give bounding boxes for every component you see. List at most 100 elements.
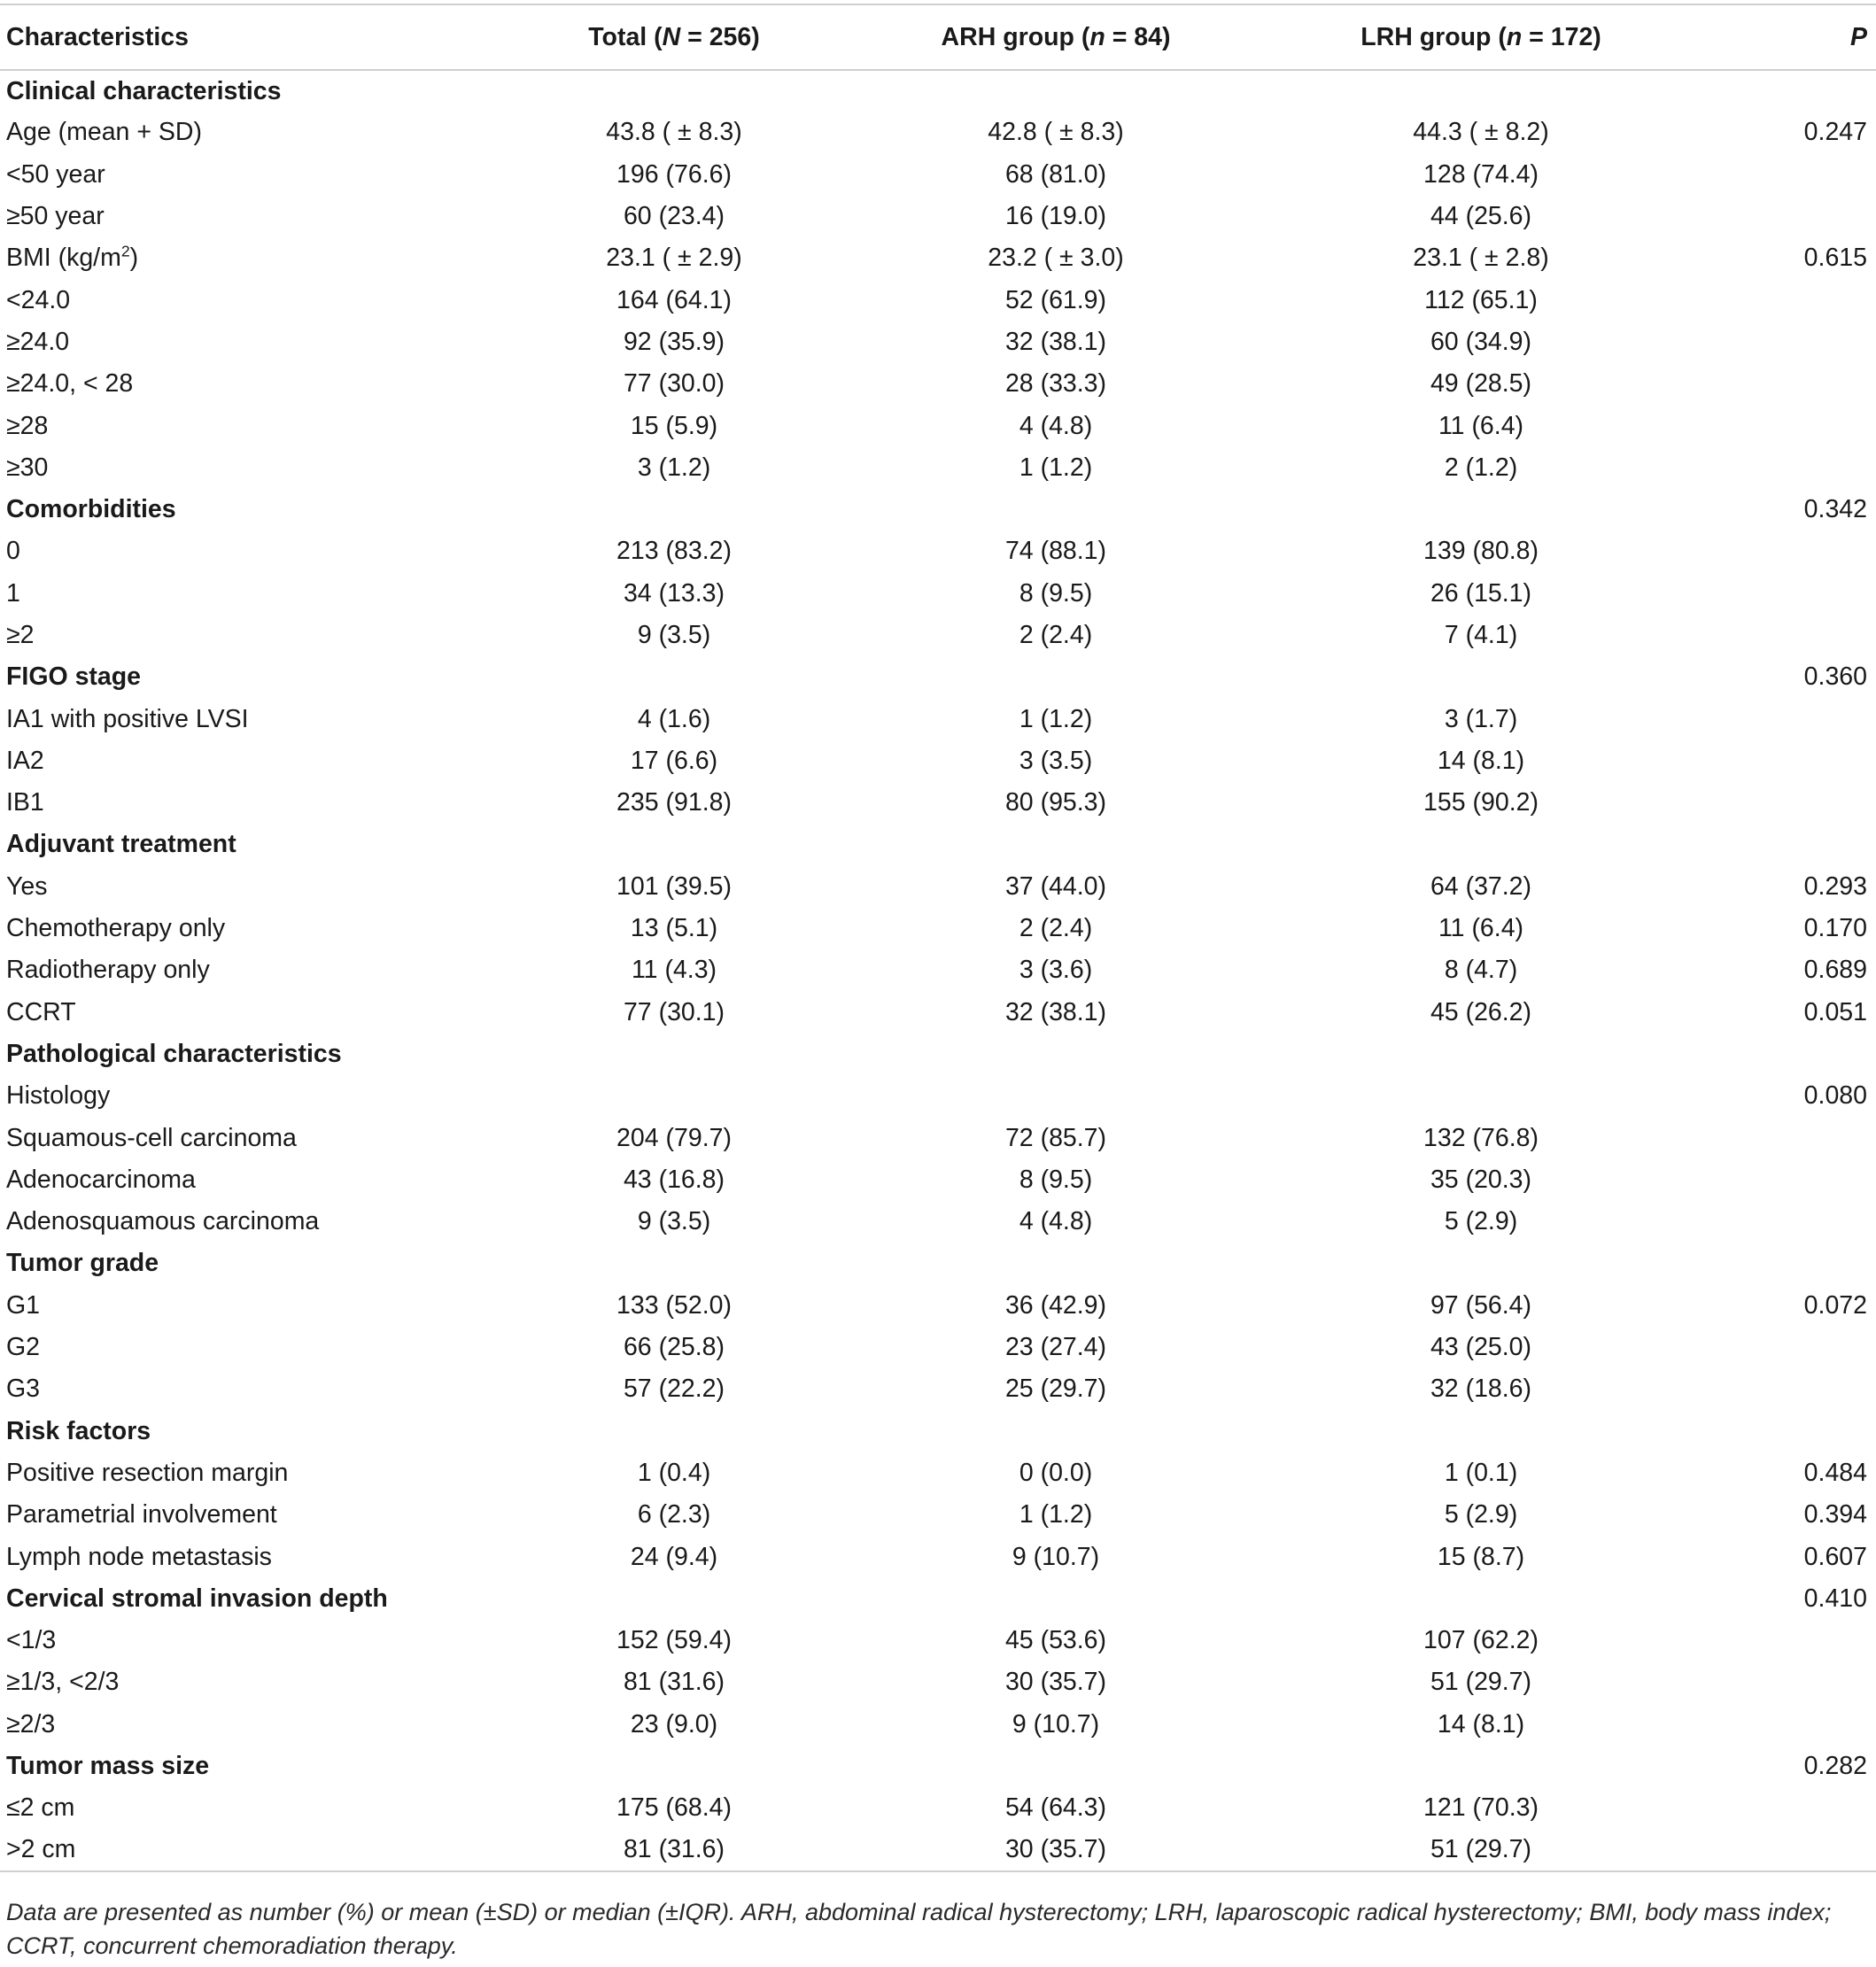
table-body: Clinical characteristics Age (mean + SD) 4… — [0, 70, 1876, 1872]
header-arh-text: ARH group (n = 84) — [941, 22, 1171, 51]
cell-arh: 28 (33.3) — [1004, 369, 1107, 399]
cell-p-value — [1702, 1117, 1876, 1158]
cell-lrh: 26 (15.1) — [1430, 578, 1532, 608]
row-label: <24.0 — [6, 285, 71, 314]
cell-total: 34 (13.3) — [623, 578, 725, 608]
header-total: Total (N = 256) — [496, 4, 852, 71]
cell-lrh: 23.1 ( ± 2.8) — [1413, 244, 1549, 273]
cell-p-value — [1702, 1661, 1876, 1703]
cell-arh: 23.2 ( ± 3.0) — [988, 244, 1124, 273]
table-row: IA2 17 (6.6) 3 (3.5) 14 (8.1) — [0, 740, 1876, 782]
cell-p-value — [1702, 573, 1876, 615]
cell-arh: 45 (53.6) — [1004, 1626, 1107, 1655]
cell-lrh: 45 (26.2) — [1430, 997, 1532, 1026]
cell-total: 23.1 ( ± 2.9) — [606, 244, 742, 273]
row-label: <1/3 — [6, 1626, 57, 1655]
table-row: ≤2 cm 175 (68.4) 54 (64.3) 121 (70.3) — [0, 1787, 1876, 1829]
cell-p-value: 0.282 — [1803, 1752, 1867, 1781]
cell-p-value — [1702, 196, 1876, 237]
section-row: Adjuvant treatment — [0, 824, 1876, 865]
cell-total: 92 (35.9) — [623, 327, 725, 356]
cell-lrh: 97 (56.4) — [1430, 1290, 1532, 1320]
row-label: Comorbidities — [6, 495, 176, 524]
row-label: Adenocarcinoma — [6, 1165, 196, 1194]
cell-arh: 8 (9.5) — [1019, 1165, 1093, 1194]
row-label-superscript: 2 — [120, 242, 130, 260]
section-row: FIGO stage 0.360 — [0, 656, 1876, 698]
cell-lrh: 112 (65.1) — [1424, 285, 1538, 314]
cell-p-value — [1702, 615, 1876, 656]
cell-lrh — [1260, 656, 1702, 698]
cell-total — [496, 1411, 852, 1452]
section-row: Pathological characteristics — [0, 1034, 1876, 1075]
cell-arh: 23 (27.4) — [1004, 1333, 1107, 1362]
table-row: <50 year 196 (76.6) 68 (81.0) 128 (74.4) — [0, 154, 1876, 196]
cell-p-value — [1702, 1368, 1876, 1410]
row-label: ≥28 — [6, 411, 49, 440]
row-label: Squamous-cell carcinoma — [6, 1123, 297, 1152]
cell-arh — [852, 1243, 1260, 1284]
cell-lrh: 107 (62.2) — [1423, 1626, 1539, 1655]
cell-arh: 4 (4.8) — [1019, 1207, 1093, 1236]
cell-total — [496, 1075, 852, 1117]
cell-arh: 25 (29.7) — [1004, 1375, 1107, 1404]
table-row: ≥2/3 23 (9.0) 9 (10.7) 14 (8.1) — [0, 1704, 1876, 1746]
cell-total — [496, 1578, 852, 1620]
cell-arh: 68 (81.0) — [1004, 159, 1107, 189]
row-label: Adenosquamous carcinoma — [6, 1207, 320, 1236]
cell-lrh — [1260, 1411, 1702, 1452]
row-label: CCRT — [6, 997, 76, 1026]
cell-lrh: 43 (25.0) — [1430, 1333, 1532, 1362]
row-label: ≤2 cm — [6, 1793, 75, 1823]
cell-total: 43 (16.8) — [623, 1165, 725, 1194]
cell-lrh: 14 (8.1) — [1437, 1709, 1525, 1739]
cell-p-value — [1702, 279, 1876, 321]
cell-lrh: 15 (8.7) — [1437, 1542, 1525, 1571]
cell-arh: 36 (42.9) — [1004, 1290, 1107, 1320]
cell-total: 152 (59.4) — [616, 1626, 732, 1655]
cell-p-value — [1702, 70, 1876, 112]
cell-lrh: 5 (2.9) — [1444, 1207, 1518, 1236]
cell-p-value: 0.360 — [1803, 662, 1867, 692]
cell-total: 196 (76.6) — [616, 159, 732, 189]
cell-lrh — [1260, 1243, 1702, 1284]
table-row: Parametrial involvement 6 (2.3) 1 (1.2) 5 (… — [0, 1494, 1876, 1536]
section-row: Tumor mass size 0.282 — [0, 1746, 1876, 1787]
header-arh-group: ARH group (n = 84) — [852, 4, 1260, 71]
cell-arh: 2 (2.4) — [1019, 914, 1093, 943]
table-row: Yes 101 (39.5) 37 (44.0) 64 (37.2) 0.293 — [0, 866, 1876, 908]
cell-total: 13 (5.1) — [630, 914, 718, 943]
table-row: ≥24.0 92 (35.9) 32 (38.1) 60 (34.9) — [0, 321, 1876, 363]
cell-total: 60 (23.4) — [623, 202, 725, 231]
cell-arh: 3 (3.6) — [1019, 956, 1093, 985]
table-row: Adenosquamous carcinoma 9 (3.5) 4 (4.8) 5 (… — [0, 1201, 1876, 1243]
cell-total: 43.8 ( ± 8.3) — [606, 118, 742, 147]
row-label: BMI (kg/m2) — [0, 237, 496, 279]
table-row: G2 66 (25.8) 23 (27.4) 43 (25.0) — [0, 1327, 1876, 1368]
cell-p-value — [1702, 824, 1876, 865]
cell-arh: 32 (38.1) — [1004, 997, 1107, 1026]
cell-lrh: 155 (90.2) — [1423, 788, 1539, 817]
cell-lrh — [1260, 70, 1702, 112]
cell-p-value: 0.484 — [1803, 1458, 1867, 1487]
cell-total: 204 (79.7) — [616, 1123, 732, 1152]
section-row: Comorbidities 0.342 — [0, 489, 1876, 530]
characteristics-table: Characteristics Total (N = 256) ARH grou… — [0, 4, 1876, 1872]
row-label: IA1 with positive LVSI — [6, 704, 249, 733]
cell-lrh — [1260, 1075, 1702, 1117]
row-label: Chemotherapy only — [6, 914, 226, 943]
cell-p-value: 0.689 — [1803, 956, 1867, 985]
row-label: G2 — [6, 1333, 41, 1362]
cell-total: 101 (39.5) — [616, 871, 732, 901]
cell-lrh: 32 (18.6) — [1430, 1375, 1532, 1404]
cell-lrh: 121 (70.3) — [1423, 1793, 1539, 1823]
row-label: Risk factors — [6, 1416, 151, 1445]
cell-p-value: 0.394 — [1803, 1500, 1867, 1529]
cell-total: 81 (31.6) — [623, 1668, 725, 1697]
cell-p-value — [1702, 1829, 1876, 1872]
cell-arh — [852, 824, 1260, 865]
cell-total: 15 (5.9) — [630, 411, 718, 440]
table-row: >2 cm 81 (31.6) 30 (35.7) 51 (29.7) — [0, 1829, 1876, 1872]
table-row: Age (mean + SD) 43.8 ( ± 8.3) 42.8 ( ± 8.3… — [0, 112, 1876, 153]
cell-arh — [852, 1411, 1260, 1452]
